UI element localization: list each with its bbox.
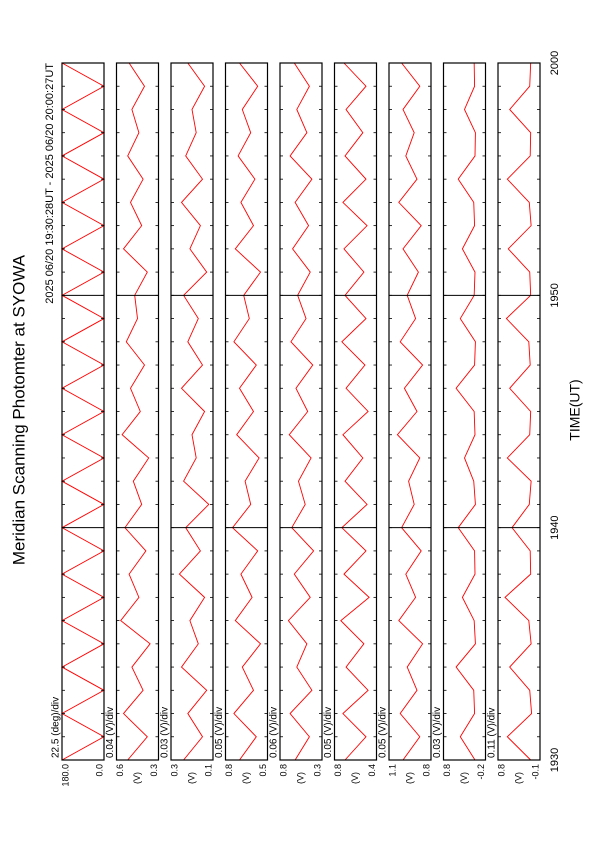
panel-scale-label: 0.04 (V)/div <box>105 707 116 758</box>
y-axis-label: (V) <box>513 772 523 784</box>
signal-line <box>231 62 262 761</box>
panel-frame <box>388 62 432 761</box>
y-axis-label: (V) <box>241 772 251 784</box>
panel-scale-label: 0.11 (V)/div <box>487 708 498 758</box>
panel-frame <box>442 62 487 761</box>
y-tick-label: 0.1 <box>203 764 213 777</box>
x-tick-label: 1930 <box>549 748 561 772</box>
y-tick-label: 0.3 <box>312 764 322 777</box>
panel-scale-label: 0.05 (V)/div <box>214 707 225 758</box>
chart-subtitle: 2025 06/20 19:30:28UT - 2025 06/20 20:00… <box>44 63 56 304</box>
y-axis-label: (V) <box>132 772 142 784</box>
y-tick-label: 0.3 <box>169 764 179 777</box>
signal-line <box>61 62 105 761</box>
signal-line <box>504 62 533 761</box>
y-axis-label: (V) <box>186 772 196 784</box>
panel-scale-label: 0.05 (V)/div <box>378 707 389 758</box>
y-tick-label: 0.4 <box>367 764 377 777</box>
x-tick-label: 1940 <box>549 515 561 539</box>
x-tick-label: 2000 <box>549 51 561 75</box>
y-tick-label: 0.0 <box>94 764 104 777</box>
y-tick-label: -0.2 <box>476 764 486 780</box>
y-tick-label: 0.8 <box>224 764 234 777</box>
signal-line <box>455 62 476 761</box>
y-tick-label: 1.1 <box>387 764 397 777</box>
panel-scale-label: 0.05 (V)/div <box>323 707 334 758</box>
y-axis-label: (V) <box>404 772 414 784</box>
signal-line <box>287 62 315 761</box>
panel-scale-label: 0.06 (V)/div <box>269 707 280 758</box>
y-axis-label: (V) <box>350 772 360 784</box>
panel-scale-label: 0.03 (V)/div <box>432 707 443 758</box>
signal-line <box>120 62 151 761</box>
panel-frame <box>115 62 160 761</box>
y-tick-label: 0.8 <box>333 764 343 777</box>
panel-frame <box>170 62 214 761</box>
panel-scale-label: 22.5 (deg)/div <box>51 697 62 758</box>
panel-scale-label: 0.03 (V)/div <box>160 707 171 758</box>
y-tick-label: 0.6 <box>115 764 125 777</box>
y-tick-label: 0.3 <box>149 764 159 777</box>
y-tick-label: 0.8 <box>442 764 452 777</box>
x-axis-label: TIME(UT) <box>567 379 583 440</box>
y-tick-label: 180.0 <box>60 764 70 787</box>
y-tick-label: 0.8 <box>421 764 431 777</box>
y-tick-label: 0.8 <box>496 764 506 777</box>
y-axis-label: (V) <box>459 772 469 784</box>
y-axis-label: (V) <box>295 772 305 784</box>
signal-line <box>340 62 370 761</box>
signal-line <box>178 62 210 761</box>
chart-title: Meridian Scanning Photomter at SYOWA <box>9 254 28 565</box>
y-tick-label: 0.5 <box>258 764 268 777</box>
y-tick-label: -0.1 <box>530 764 540 780</box>
signal-line <box>396 62 424 761</box>
y-tick-label: 0.8 <box>278 764 288 777</box>
x-tick-label: 1950 <box>549 283 561 307</box>
